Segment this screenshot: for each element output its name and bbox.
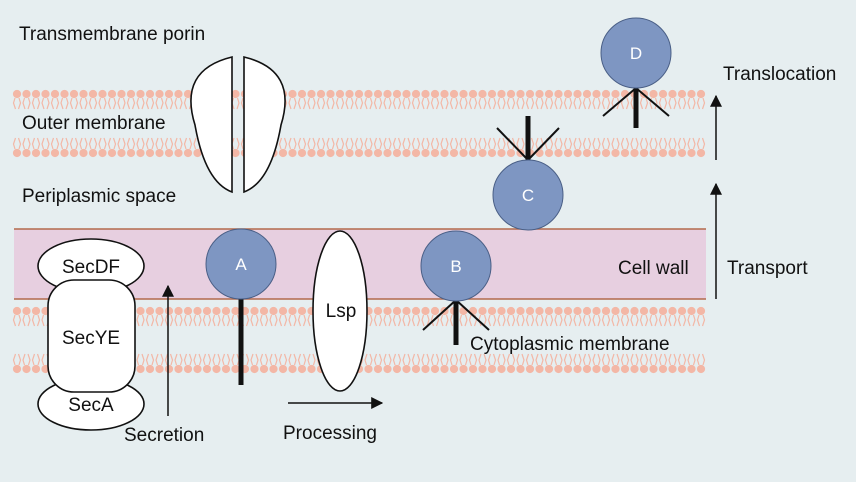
label-cell-wall: Cell wall (618, 258, 689, 279)
lipoprotein-c (492, 116, 564, 231)
label-lipoprotein-c: C (522, 186, 534, 205)
secye-shape (47, 279, 136, 393)
label-lipoprotein-a: A (235, 255, 247, 274)
label-periplasmic-space: Periplasmic space (22, 186, 176, 207)
label-translocation: Translocation (723, 64, 836, 85)
lipoprotein-a (205, 228, 277, 385)
label-transmembrane-porin: Transmembrane porin (19, 24, 205, 45)
lipoprotein-b (420, 230, 492, 345)
label-lipoprotein-b: B (450, 257, 461, 276)
lipoprotein-d (600, 17, 672, 128)
label-seca: SecA (68, 395, 114, 416)
outer-membrane (12, 89, 706, 158)
transmembrane-porin (190, 55, 286, 194)
lsp-shape (312, 230, 368, 392)
label-secye: SecYE (62, 328, 120, 349)
label-processing: Processing (283, 423, 377, 444)
label-lipoprotein-d: D (630, 44, 642, 63)
sec-complex (37, 238, 145, 431)
label-secretion: Secretion (124, 425, 204, 446)
label-transport: Transport (727, 258, 808, 279)
label-cytoplasmic-membrane: Cytoplasmic membrane (470, 334, 670, 355)
label-secdf: SecDF (62, 257, 120, 278)
label-lsp: Lsp (326, 301, 357, 322)
label-outer-membrane: Outer membrane (22, 113, 166, 134)
